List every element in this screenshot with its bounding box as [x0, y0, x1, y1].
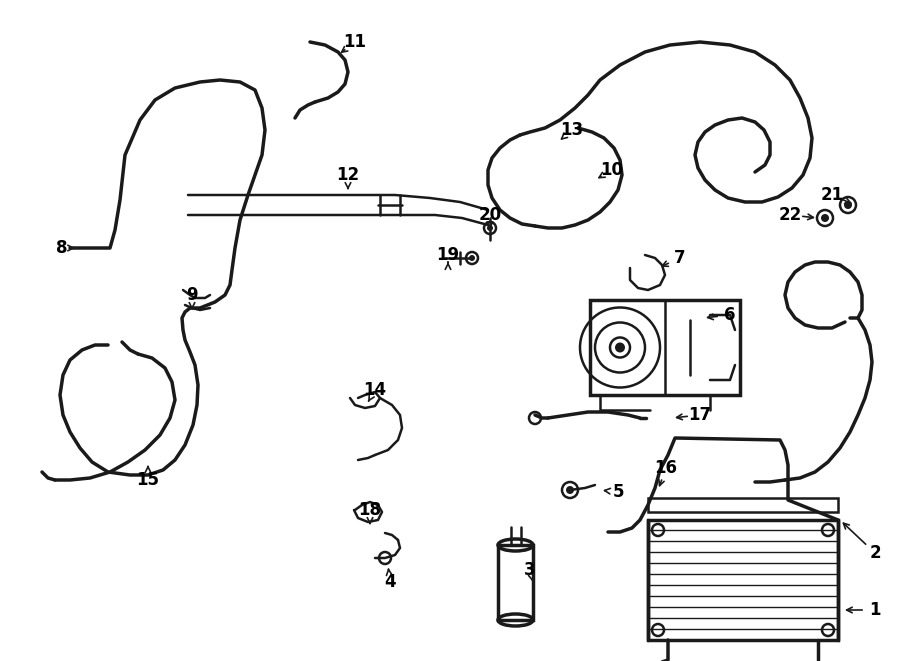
Text: 20: 20 — [479, 206, 501, 224]
Text: 10: 10 — [600, 161, 624, 179]
Text: 22: 22 — [778, 206, 802, 224]
Bar — [648, 498, 838, 512]
Circle shape — [821, 214, 829, 222]
Circle shape — [566, 486, 574, 494]
Text: 13: 13 — [561, 121, 583, 139]
Text: 1: 1 — [869, 601, 881, 619]
Text: 18: 18 — [358, 501, 382, 519]
Text: 3: 3 — [524, 561, 536, 579]
Circle shape — [615, 342, 625, 352]
Text: 17: 17 — [688, 406, 712, 424]
Bar — [498, 545, 533, 620]
Text: 14: 14 — [364, 381, 387, 399]
Circle shape — [487, 225, 493, 231]
Text: 6: 6 — [724, 306, 736, 324]
Text: 15: 15 — [137, 471, 159, 489]
Bar — [590, 300, 740, 395]
Text: 7: 7 — [674, 249, 686, 267]
Text: 5: 5 — [612, 483, 624, 501]
Text: 2: 2 — [869, 544, 881, 562]
Text: 11: 11 — [344, 33, 366, 51]
Bar — [648, 520, 838, 640]
Circle shape — [844, 201, 852, 209]
Text: 4: 4 — [384, 573, 396, 591]
Text: 8: 8 — [56, 239, 68, 257]
Text: 12: 12 — [337, 166, 360, 184]
Text: 21: 21 — [821, 186, 843, 204]
Text: 9: 9 — [186, 286, 198, 304]
Text: 16: 16 — [654, 459, 678, 477]
Circle shape — [469, 255, 475, 261]
Text: 19: 19 — [436, 246, 460, 264]
